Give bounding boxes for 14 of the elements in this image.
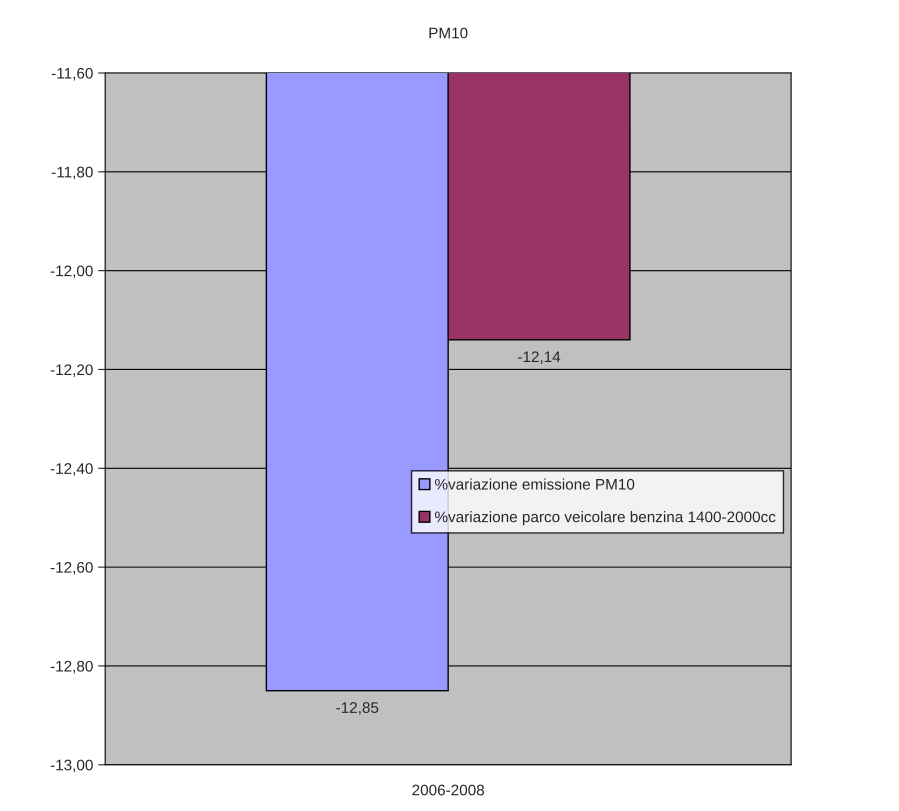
y-tick-label: -12,60 (50, 562, 93, 575)
y-tick-label: -13,00 (50, 760, 93, 772)
y-tick-label: -12,00 (50, 266, 93, 278)
chart-title: PM10 (429, 28, 468, 38)
data-label: -12,85 (336, 702, 378, 715)
x-tick-label: 2006-2008 (412, 784, 484, 796)
legend-label: %variazione emissione PM10 (434, 478, 634, 490)
y-tick-label: -12,80 (50, 660, 93, 674)
data-label: -12,14 (518, 351, 560, 364)
y-tick-label: -12,40 (50, 463, 93, 476)
y-tick-label: -11,80 (52, 166, 93, 180)
legend-label: %variazione parco veicolare benzina 1400-2000cc (434, 511, 776, 526)
y-tick-label: -11,60 (52, 68, 93, 80)
y-tick-label: -12,20 (50, 364, 93, 377)
